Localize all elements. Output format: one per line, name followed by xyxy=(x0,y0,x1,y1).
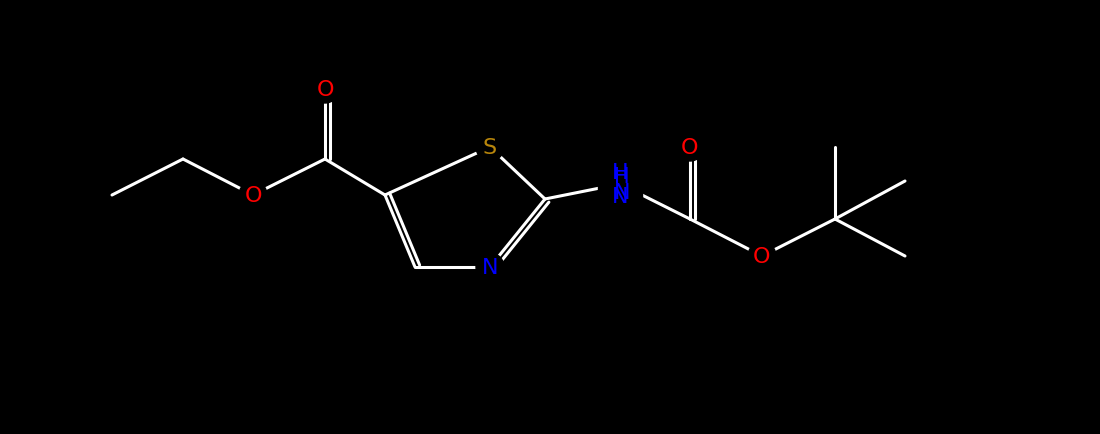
Circle shape xyxy=(311,76,339,104)
Circle shape xyxy=(676,134,704,161)
Text: O: O xyxy=(754,247,771,266)
Text: N: N xyxy=(482,257,498,277)
Circle shape xyxy=(748,243,775,270)
Text: O: O xyxy=(317,80,333,100)
Bar xyxy=(600,171,640,198)
Text: S: S xyxy=(483,138,497,158)
Text: O: O xyxy=(681,138,698,158)
Text: N: N xyxy=(614,183,630,203)
Circle shape xyxy=(476,134,504,161)
Text: H: H xyxy=(614,167,630,187)
Text: H
N: H N xyxy=(612,163,628,206)
Circle shape xyxy=(476,253,504,281)
Text: O: O xyxy=(244,186,262,206)
Bar xyxy=(598,169,642,201)
Circle shape xyxy=(239,181,267,210)
